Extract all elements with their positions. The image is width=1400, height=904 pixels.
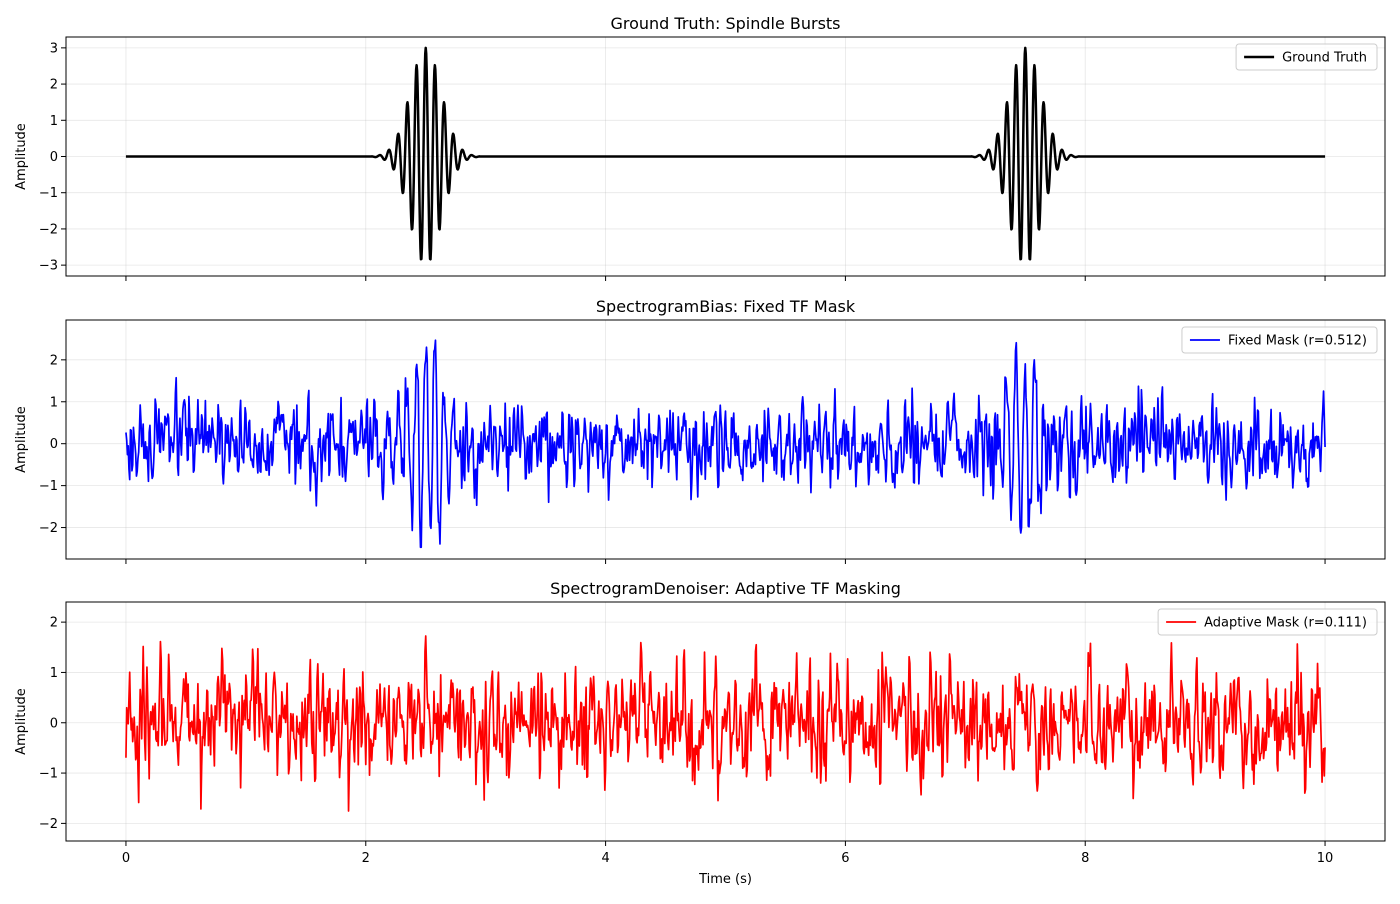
y-tick-label: −2 [39,817,58,832]
y-tick-label: 2 [50,78,58,93]
panel-title: SpectrogramDenoiser: Adaptive TF Masking [550,579,901,598]
legend-label: Fixed Mask (r=0.512) [1228,334,1367,349]
y-tick-label: 0 [50,716,58,731]
y-tick-label: −1 [39,767,58,782]
y-tick-label: 1 [50,666,58,681]
y-tick-label: −1 [39,479,58,494]
x-tick-label: 4 [601,851,609,866]
x-tick-label: 6 [841,851,849,866]
y-tick-label: 0 [50,437,58,452]
legend-frame [1181,326,1378,354]
legend: Ground Truth [1235,43,1378,71]
legend-frame [1235,43,1378,71]
panel-adaptive-mask: 0 2 4 6 8 10 −2 −1 0 1 2 SpectrogramDenoiser: Adapt… [14,579,1386,887]
legend: Adaptive Mask (r=0.111) [1157,608,1378,636]
panel-ground-truth: −3 −2 −1 0 1 2 3 Ground Truth: Spindle Bursts Am… [14,14,1386,281]
x-tick-label: 8 [1081,851,1089,866]
x-axis-label: Time (s) [698,872,752,887]
x-tick-label: 0 [122,851,130,866]
legend-label: Ground Truth [1282,51,1367,66]
panel-title: Ground Truth: Spindle Bursts [610,14,840,33]
y-axis-label: Amplitude [14,406,29,473]
y-tick-label: −2 [39,521,58,536]
y-tick-label: 3 [50,41,58,56]
y-tick-label: 0 [50,150,58,165]
series-line-adaptive-mask [125,635,1326,812]
axes-frame [65,319,1386,560]
series-line-ground-truth [125,46,1326,261]
y-tick-label: 1 [50,395,58,410]
panel-fixed-mask: −2 −1 0 1 2 SpectrogramBias: Fixed TF Mask Amp… [14,297,1386,564]
legend-label: Adaptive Mask (r=0.111) [1204,616,1367,631]
series-line-fixed-mask [125,339,1326,549]
y-tick-label: 1 [50,114,58,129]
y-axis-label: Amplitude [14,123,29,190]
y-tick-label: −3 [39,259,58,274]
y-tick-label: 2 [50,353,58,368]
y-tick-label: −1 [39,186,58,201]
y-axis-label: Amplitude [14,688,29,755]
legend: Fixed Mask (r=0.512) [1181,326,1378,354]
x-tick-label: 10 [1317,851,1334,866]
legend-frame [1157,608,1378,636]
panel-title: SpectrogramBias: Fixed TF Mask [596,297,856,316]
axes-frame [65,601,1386,842]
y-tick-label: 2 [50,616,58,631]
y-tick-label: −2 [39,222,58,237]
x-tick-label: 2 [362,851,370,866]
